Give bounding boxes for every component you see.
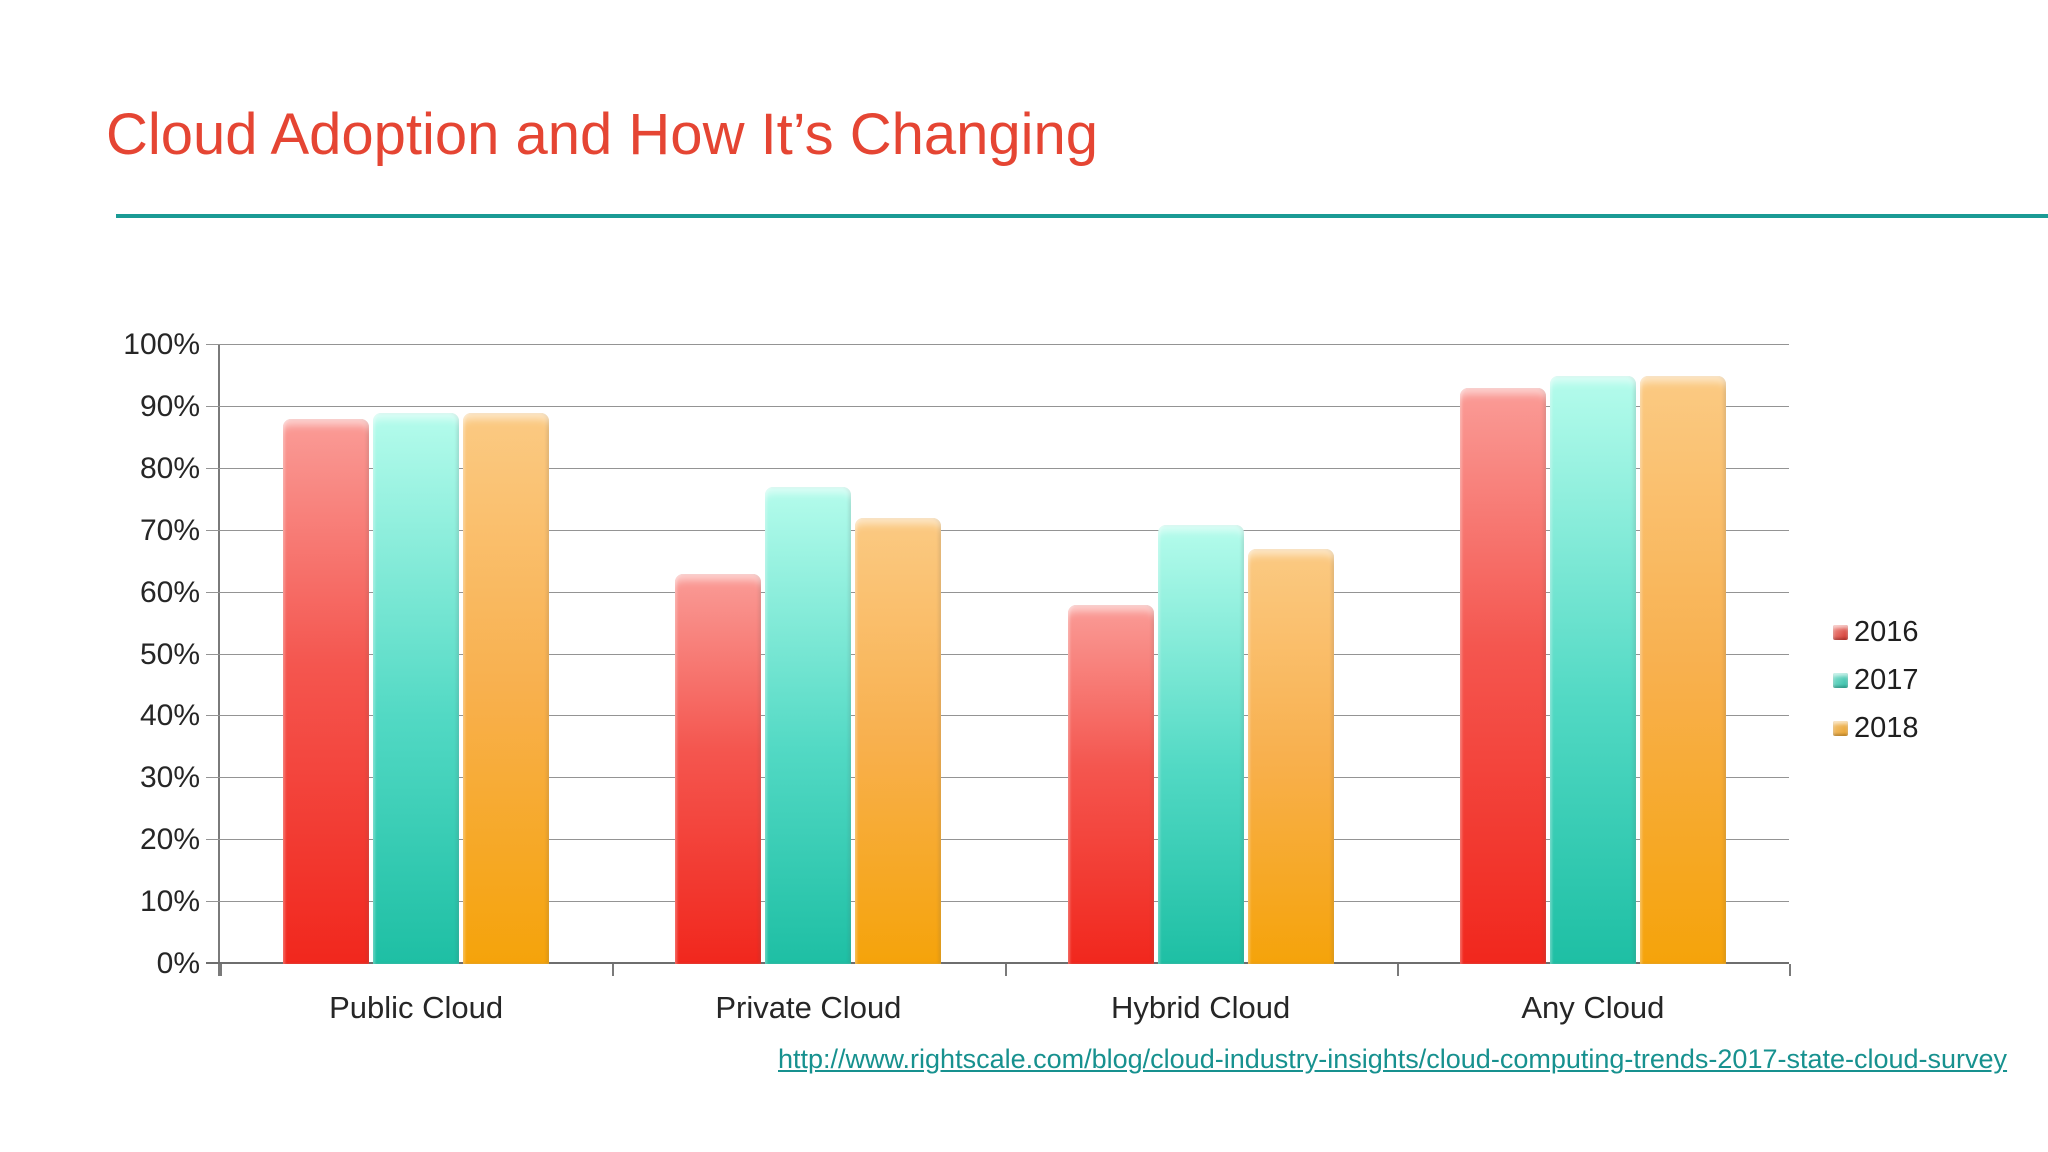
gridline-0% [206,962,1789,964]
y-axis-tick-stub [218,964,220,976]
bar-2017-public-cloud [373,413,460,964]
x-axis-tick [220,964,222,976]
bar-2018-hybrid-cloud [1247,549,1334,964]
y-tick-label: 100% [123,328,200,361]
slide-title: Cloud Adoption and How It’s Changing [106,102,1099,167]
gridline-60% [206,591,1789,593]
x-axis-tick [612,964,615,976]
x-axis-tick [1789,964,1791,976]
y-tick-label: 60% [139,575,200,609]
y-tick-label: 40% [139,699,200,733]
gridline-30% [206,777,1789,779]
legend-swatch-2018 [1833,720,1848,736]
plot-area: Public Cloud Private Cloud Hybrid Cloud Any… [206,344,1791,1025]
y-tick-label: 30% [139,761,200,795]
bar-2017-hybrid-cloud [1157,524,1244,964]
bar-2018-any-cloud [1639,375,1726,964]
chart-legend: 2016 2017 2018 [1833,608,1919,752]
legend-row: 2016 [1833,608,1919,656]
y-tick-label: 50% [139,637,200,671]
x-axis-tick [1396,964,1399,976]
bar-2018-public-cloud [463,413,550,964]
y-tick-label: 90% [139,389,200,423]
gridline-10% [206,901,1789,903]
bar-2016-private-cloud [675,574,762,964]
gridline-100% [206,344,1789,345]
bar-2016-hybrid-cloud [1067,604,1154,964]
legend-swatch-2017 [1833,672,1848,688]
bar-2016-public-cloud [283,419,370,964]
y-tick-label: 20% [139,823,200,857]
y-tick-label: 70% [139,513,200,547]
legend-label-2018: 2018 [1854,711,1919,744]
y-tick-label: 80% [139,451,200,485]
gridline-80% [206,467,1789,469]
legend-label-2016: 2016 [1854,615,1919,648]
title-divider [116,214,2048,218]
bar-2017-private-cloud [765,487,852,964]
gridline-90% [206,405,1789,407]
x-axis-tick [1004,964,1007,976]
gridline-20% [206,839,1789,841]
gridline-50% [206,653,1789,655]
bar-2018-private-cloud [855,518,942,964]
legend-label-2017: 2017 [1854,663,1919,696]
legend-swatch-2016 [1833,624,1848,640]
category-label: Hybrid Cloud [1111,990,1291,1025]
category-label: Any Cloud [1521,990,1665,1025]
category-label: Public Cloud [329,990,504,1025]
legend-row: 2017 [1833,656,1919,704]
y-tick-label: 10% [139,885,200,919]
gridline-40% [206,715,1789,717]
legend-row: 2018 [1833,704,1919,752]
bar-2016-any-cloud [1459,388,1546,964]
y-tick-label: 0% [156,947,200,980]
gridline-70% [206,529,1789,531]
source-url-link[interactable]: http://www.rightscale.com/blog/cloud-ind… [778,1044,2008,1074]
bar-2017-any-cloud [1549,375,1636,964]
category-label: Private Cloud [715,990,902,1025]
